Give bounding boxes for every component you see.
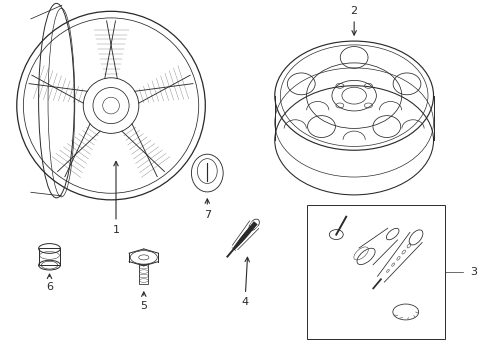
Text: 2: 2: [350, 6, 357, 35]
Text: 4: 4: [241, 257, 249, 307]
Bar: [139, 264, 148, 284]
Bar: [306, 205, 445, 339]
Text: 7: 7: [203, 199, 210, 220]
Text: 1: 1: [112, 161, 119, 235]
Text: 3: 3: [469, 267, 476, 277]
Text: 5: 5: [140, 292, 147, 311]
Bar: [39, 248, 61, 265]
Text: 6: 6: [46, 274, 53, 292]
